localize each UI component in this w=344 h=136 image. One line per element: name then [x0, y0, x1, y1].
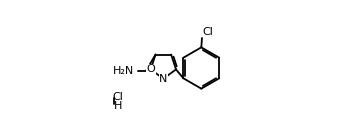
Text: H: H	[114, 101, 122, 111]
Text: H₂N: H₂N	[113, 66, 134, 75]
Text: N: N	[159, 74, 168, 84]
Text: Cl: Cl	[112, 92, 123, 102]
Text: Cl: Cl	[202, 27, 213, 37]
Text: O: O	[146, 64, 155, 74]
